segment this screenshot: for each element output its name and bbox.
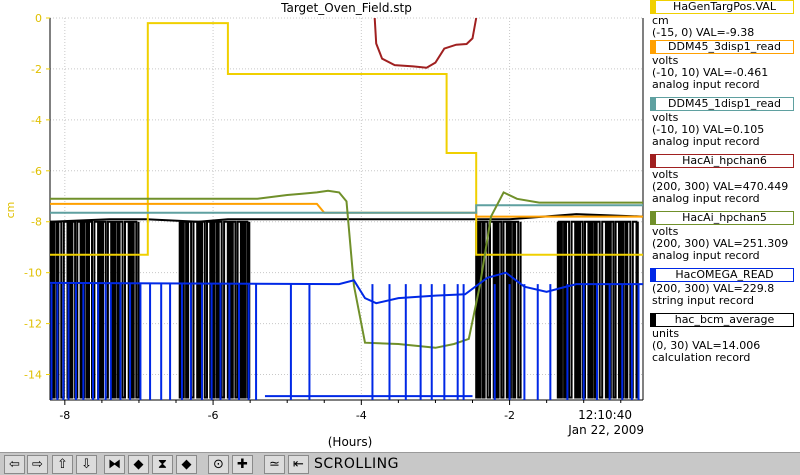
legend-info-line: (-10, 10) VAL=-0.461 (652, 66, 769, 79)
series-ddm45-1disp1-read-line (50, 204, 643, 214)
config-icon[interactable]: ⊙ (208, 455, 229, 474)
zoom-in-vertical-icon[interactable]: ⧗ (152, 455, 173, 474)
legend-info-line: (-10, 10) VAL=0.105 (652, 123, 765, 136)
legend-info-line: calculation record (652, 351, 751, 364)
arrow-up-icon[interactable]: ⇧ (52, 455, 73, 474)
y-tick-label: -2 (31, 63, 42, 76)
legend-info-line: volts (652, 225, 679, 238)
zoom-out-vertical-icon[interactable]: ◆ (176, 455, 197, 474)
legend-info-line: (200, 300) VAL=470.449 (652, 180, 789, 193)
time-label: 12:10:40 (578, 408, 632, 422)
y-tick-label: 0 (35, 12, 42, 25)
legend-label[interactable]: HacAi_hpchan6 (650, 154, 794, 168)
toolbar: SCROLLING ⇦ ⇨ ⇧ ⇩ ⧓ ◆ ⧗ ◆ ⊙ ✚ ≃ ⇤ (0, 452, 800, 475)
legend-label[interactable]: hac_bcm_average (650, 313, 794, 327)
series-hacai-hpchan5-line (50, 189, 643, 349)
series-hacomega-read-line (50, 271, 643, 305)
legend-label[interactable]: DDM45_1disp1_read (650, 97, 794, 111)
add-icon[interactable]: ✚ (232, 455, 253, 474)
legend-info-line: analog input record (652, 192, 760, 205)
y-axis-label: cm (4, 202, 17, 219)
legend-label[interactable]: HacAi_hpchan5 (650, 211, 794, 225)
legend-label[interactable]: HaGenTargPos.VAL (650, 0, 794, 14)
legend-label[interactable]: DDM45_3disp1_read (650, 40, 794, 54)
series-hac-bcm-average-burst (475, 220, 522, 399)
legend-info-line: analog input record (652, 78, 760, 91)
arrow-right-icon[interactable]: ⇨ (27, 455, 48, 474)
legend-info-line: (200, 300) VAL=251.309 (652, 237, 789, 250)
y-tick-label: -8 (31, 216, 42, 229)
y-tick-label: -10 (24, 267, 42, 280)
x-tick-label: -2 (504, 409, 515, 422)
legend-info-line: volts (652, 111, 679, 124)
x-tick-label: -4 (356, 409, 367, 422)
legend-label[interactable]: HacOMEGA_READ (650, 268, 794, 282)
y-tick-label: -12 (24, 318, 42, 331)
y-tick-label: -6 (31, 165, 42, 178)
legend-info-line: analog input record (652, 249, 760, 262)
legend-panel: HaGenTargPos.VAL cm (-15, 0) VAL=-9.38 DDM4… (648, 0, 800, 452)
legend-info-line: volts (652, 168, 679, 181)
series-hacai-hpchan6-line (373, 17, 478, 69)
legend-info-line: string input record (652, 294, 755, 307)
zoom-out-horizontal-icon[interactable]: ◆ (128, 455, 149, 474)
date-label: Jan 22, 2009 (567, 423, 644, 437)
chart-title: Target_Oven_Field.stp (280, 1, 412, 15)
legend-info-line: cm (652, 14, 669, 27)
legend-info-line: analog input record (652, 135, 760, 148)
x-tick-label: -6 (208, 409, 219, 422)
arrow-left-icon[interactable]: ⇦ (4, 455, 25, 474)
autoscale-icon[interactable]: ≃ (264, 455, 285, 474)
x-tick-label: -8 (59, 409, 70, 422)
legend-info-line: (0, 30) VAL=14.006 (652, 339, 761, 352)
zoom-in-horizontal-icon[interactable]: ⧓ (104, 455, 125, 474)
series-hagentargpos-val-line (50, 22, 643, 256)
scroll-back-icon[interactable]: ⇤ (288, 455, 309, 474)
legend-info-line: units (652, 327, 680, 340)
arrow-down-icon[interactable]: ⇩ (76, 455, 97, 474)
chart-area[interactable]: 0 -2 -4 -6 -8 -10 -12 -14 -8 -6 -4 -2 Target_Oven_Fi… (0, 0, 648, 452)
x-axis-label: (Hours) (328, 435, 373, 449)
y-tick-label: -14 (24, 369, 42, 382)
y-tick-label: -4 (31, 114, 42, 127)
legend-info-line: volts (652, 54, 679, 67)
scroll-mode-status: SCROLLING (314, 456, 399, 472)
legend-info-line: (200, 300) VAL=229.8 (652, 282, 775, 295)
legend-info-line: (-15, 0) VAL=-9.38 (652, 26, 755, 39)
chart-svg[interactable]: 0 -2 -4 -6 -8 -10 -12 -14 -8 -6 -4 -2 Target_Oven_Fi… (0, 0, 648, 452)
